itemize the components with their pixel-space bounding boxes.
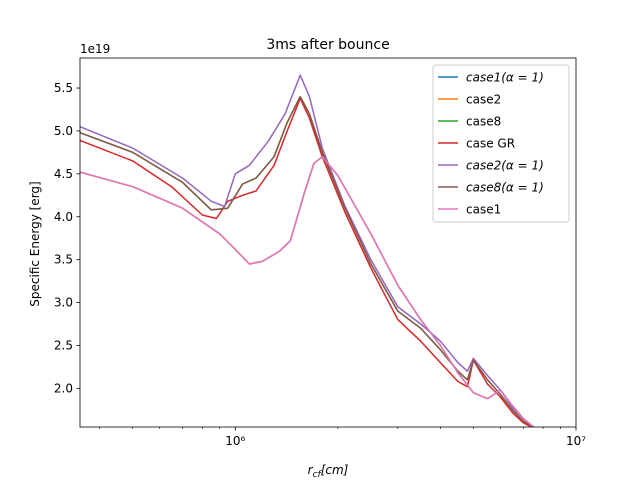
y-tick-label: 3.5 <box>54 253 73 267</box>
y-axis-label: Specific Energy [erg] <box>28 181 42 306</box>
legend-label-1: case1(α = 1) <box>466 71 544 85</box>
x-axis-label-r: r <box>308 463 314 477</box>
series-line-4 <box>80 97 533 427</box>
x-tick-label: 10⁷ <box>566 434 586 448</box>
series-lines <box>80 74 535 427</box>
y-tick-label: 2.0 <box>54 381 73 395</box>
legend-label-3: case8 <box>466 115 501 129</box>
chart-title: 3ms after bounce <box>266 37 389 53</box>
x-axis-label: rcf[cm] <box>308 463 349 480</box>
x-tick-label: 10⁶ <box>225 434 245 448</box>
legend-box <box>432 64 570 223</box>
y-tick-label: 4.0 <box>54 210 73 224</box>
legend-label-7: case1 <box>466 203 501 217</box>
plot-area: 2.0 2.5 3.0 3.5 4.0 4.5 5.0 5.5 10⁶ 10⁷ case1(α = … <box>54 57 586 448</box>
series-line-7 <box>80 155 535 427</box>
plot-frame <box>79 57 577 428</box>
legend-label-6: case8(α = 1) <box>466 181 544 195</box>
y-tick-label: 3.0 <box>54 296 73 310</box>
x-axis-label-subscript: cf <box>313 470 323 480</box>
y-tick-label: 2.5 <box>54 338 73 352</box>
series-line-6 <box>80 95 535 427</box>
legend-label-4: case GR <box>466 137 515 151</box>
y-tick-label: 5.5 <box>54 81 73 95</box>
legend: case1(α = 1) case2 case8 case GR case2(α = 1… <box>432 64 570 223</box>
y-offset-label: 1e19 <box>80 42 110 56</box>
legend-label-5: case2(α = 1) <box>466 159 544 173</box>
y-tick-label: 5.0 <box>54 124 73 138</box>
legend-label-2: case2 <box>466 93 501 107</box>
x-axis-label-unit: [cm] <box>321 463 349 477</box>
y-tick-label: 4.5 <box>54 167 73 181</box>
